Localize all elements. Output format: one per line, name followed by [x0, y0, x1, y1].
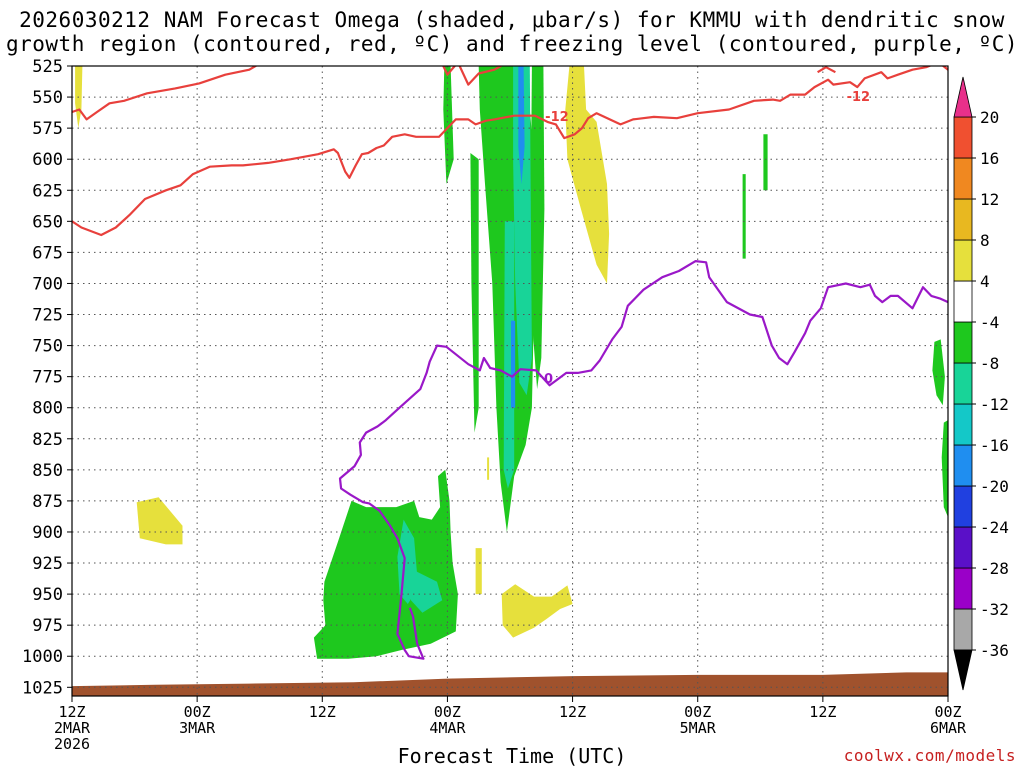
- omega-region: [530, 66, 545, 390]
- y-tick-label: 925: [32, 554, 63, 574]
- omega-region: [470, 153, 479, 433]
- dgz-contour-label: -12: [847, 90, 871, 105]
- y-tick-label: 800: [32, 399, 63, 419]
- colorbar-label: -4: [980, 313, 999, 332]
- x-tick-label: 12Z: [559, 703, 586, 721]
- colorbar-label: -8: [980, 354, 999, 373]
- colorbar-segment: [953, 239, 973, 282]
- y-tick-label: 550: [32, 88, 63, 108]
- omega-region: [742, 174, 746, 259]
- omega-region: [443, 66, 454, 184]
- y-tick-label: 650: [32, 212, 63, 232]
- colorbar-label: 16: [980, 149, 999, 168]
- y-tick-label: 600: [32, 150, 63, 170]
- omega-region: [941, 420, 948, 518]
- dgz-contour-label: -12: [545, 110, 569, 125]
- omega-region: [487, 457, 490, 480]
- y-tick-label: 700: [32, 274, 63, 294]
- omega-region: [513, 66, 532, 396]
- freezing-level-label: 0: [544, 372, 553, 387]
- x-tick-label: 12Z: [309, 703, 336, 721]
- colorbar-label: -16: [980, 436, 1009, 455]
- y-tick-label: 525: [32, 57, 63, 77]
- y-tick-label: 950: [32, 585, 63, 605]
- y-tick-label: 850: [32, 461, 63, 481]
- chart-title-line2: growth region (contoured, red, ºC) and f…: [5, 32, 1019, 56]
- plot-frame: [71, 65, 949, 697]
- y-tick-label: 625: [32, 181, 63, 201]
- y-tick-label: 775: [32, 368, 63, 388]
- terrain-fill: [72, 672, 948, 696]
- colorbar-segment: [953, 608, 973, 651]
- omega-region: [475, 548, 482, 595]
- x-tick-label: 5MAR: [680, 719, 717, 737]
- colorbar-segment: [953, 116, 973, 159]
- colorbar-over-arrow: [953, 76, 973, 118]
- colorbar-segment: [953, 403, 973, 446]
- y-tick-label: 575: [32, 119, 63, 139]
- omega-region: [763, 134, 768, 191]
- y-tick-label: 975: [32, 616, 63, 636]
- x-tick-label: 2MAR: [54, 719, 91, 737]
- colorbar-segment: [953, 444, 973, 487]
- colorbar-segment: [953, 567, 973, 610]
- colorbar-label: 12: [980, 190, 999, 209]
- colorbar-segment: [953, 526, 973, 569]
- omega-region: [136, 497, 183, 545]
- colorbar-segment: [953, 321, 973, 364]
- dgz-contour: [72, 66, 948, 237]
- freezing-level-contour: [338, 260, 948, 660]
- omega-region: [511, 320, 516, 408]
- credit-text: coolwx.com/models: [843, 746, 1016, 765]
- x-tick-label: 00Z: [684, 703, 711, 721]
- y-tick-label: 1000: [22, 647, 63, 667]
- colorbar-label: -20: [980, 477, 1009, 496]
- x-tick-label: 12Z: [58, 703, 85, 721]
- colorbar-label: -24: [980, 518, 1009, 537]
- x-tick-label: 00Z: [934, 703, 961, 721]
- omega-region: [313, 469, 458, 659]
- x-tick-label: 3MAR: [179, 719, 216, 737]
- x-axis-label: Forecast Time (UTC): [397, 744, 627, 768]
- x-tick-label: 6MAR: [930, 719, 967, 737]
- y-tick-label: 825: [32, 430, 63, 450]
- y-tick-label: 875: [32, 492, 63, 512]
- x-tick-label: 00Z: [184, 703, 211, 721]
- colorbar-segment: [953, 198, 973, 241]
- x-tick-label: 4MAR: [429, 719, 466, 737]
- omega-region: [932, 339, 945, 406]
- colorbar-label: -32: [980, 600, 1009, 619]
- omega-region: [518, 66, 525, 184]
- omega-region: [410, 569, 443, 613]
- y-tick-label: 725: [32, 306, 63, 326]
- colorbar-segment: [953, 157, 973, 200]
- colorbar-label: 4: [980, 272, 990, 291]
- colorbar-label: -12: [980, 395, 1009, 414]
- x-tick-label: 00Z: [434, 703, 461, 721]
- colorbar-label: 8: [980, 231, 990, 250]
- y-tick-label: 675: [32, 243, 63, 263]
- colorbar-label: 20: [980, 108, 999, 127]
- dgz-contour: [72, 66, 258, 121]
- omega-region: [503, 221, 515, 489]
- y-tick-label: 900: [32, 523, 63, 543]
- colorbar-segment: [953, 362, 973, 405]
- omega-region: [565, 66, 610, 284]
- chart-title-line1: 2026030212 NAM Forecast Omega (shaded, μ…: [19, 8, 1005, 32]
- colorbar-under-arrow: [953, 649, 973, 691]
- colorbar-segment: [953, 485, 973, 528]
- colorbar-label: -28: [980, 559, 1009, 578]
- colorbar-label: -36: [980, 641, 1009, 660]
- dgz-contour: [817, 66, 836, 74]
- y-tick-label: 1025: [22, 678, 63, 698]
- omega-region: [501, 584, 573, 638]
- x-tick-label: 2026: [54, 735, 90, 753]
- y-tick-label: 750: [32, 337, 63, 357]
- x-tick-label: 12Z: [809, 703, 836, 721]
- colorbar-segment: [953, 280, 973, 323]
